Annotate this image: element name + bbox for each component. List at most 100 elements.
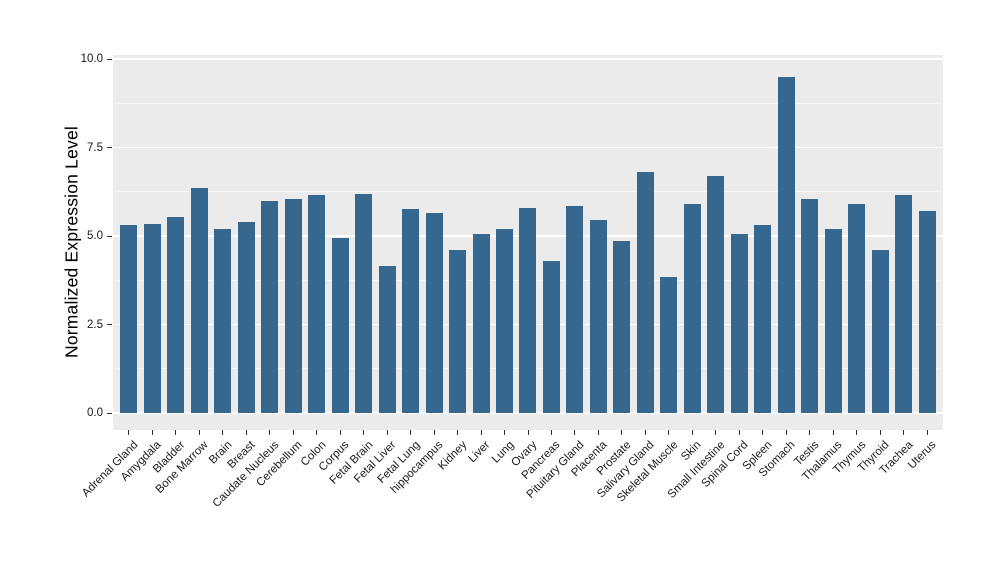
bar-slot [446,250,469,413]
bar-slot [258,200,281,413]
x-tick-mark [363,430,365,435]
bar-amygdala [143,223,161,413]
bar-slot [775,76,798,413]
minor-gridline [113,191,943,193]
bar-slot [117,225,140,413]
y-tick-label: 2.5 [87,318,103,331]
bar-fetal-liver [378,266,396,413]
bar-slot [681,204,704,413]
x-tick-mark [480,430,482,435]
bar-placenta [589,220,607,413]
y-tick-mark [107,235,112,237]
x-tick-mark [644,430,646,435]
x-tick-mark [762,430,764,435]
x-tick-mark [128,430,130,435]
y-tick-label: 7.5 [87,141,103,154]
bar-slot [187,188,210,413]
major-gridline [113,58,943,60]
x-axis-labels: Adrenal Gland Amygdala Bladder Bone Marrow B… [0,439,1000,579]
bar-slot [493,228,516,413]
x-tick-mark [785,430,787,435]
bar-slot [328,237,351,413]
x-tick-mark [668,430,670,435]
bar-slot [540,260,563,413]
y-tick-label: 10.0 [80,53,103,65]
bar-slot [516,207,539,413]
bar-small-intestine [707,175,725,413]
x-tick-mark [574,430,576,435]
x-tick-mark [715,430,717,435]
y-tick-mark [107,147,112,148]
x-tick-mark [879,430,881,435]
x-tick-mark [198,430,200,435]
bar-slot [798,198,821,413]
bar-slot [845,204,868,413]
x-tick-mark [386,430,388,435]
x-tick-mark [433,430,435,435]
x-tick-label: Liver [466,439,493,466]
bar-slot [915,211,938,413]
x-tick-mark [457,430,459,435]
x-tick-mark [738,430,740,435]
bar-slot [892,195,915,413]
y-tick-label: 0.0 [87,407,103,419]
x-tick-mark [903,430,905,435]
bar-fetal-brain [355,193,373,413]
x-tick-mark [809,430,811,435]
bar-cerebellum [284,198,302,413]
bar-spleen [754,225,772,413]
bar-caudate-nucleus [261,200,279,413]
bar-uterus [918,211,936,413]
bar-trachea [895,195,913,413]
x-tick-mark [222,430,224,435]
bar-skin [683,204,701,413]
bar-slot [822,228,845,413]
bar-colon [308,195,326,413]
bar-slot [587,220,610,413]
bar-slot [234,221,257,413]
x-tick-mark [339,430,341,435]
chart-panel [113,55,943,430]
x-tick-mark [316,430,318,435]
bar-slot [305,195,328,413]
bar-adrenal-gland [120,225,138,413]
y-tick-mark [107,324,112,325]
bar-salivary-gland [636,172,654,413]
x-tick-mark [410,430,412,435]
bar-spinal-cord [730,234,748,413]
y-tick-mark [107,412,112,414]
bar-slot [140,223,163,413]
x-tick-mark [245,430,247,435]
bar-kidney [449,250,467,413]
x-tick-mark [527,430,529,435]
bar-slot [657,276,680,413]
x-tick-mark [292,430,294,435]
bar-slot [422,213,445,413]
y-axis-title: Normalized Expression Level [61,125,82,359]
bar-testis [801,198,819,413]
bar-slot [869,250,892,413]
bar-breast [237,221,255,413]
bar-pancreas [542,260,560,413]
x-tick-mark [269,430,271,435]
bar-slot [704,175,727,413]
x-tick-mark [550,430,552,435]
y-tick-mark [107,58,112,60]
bar-skeletal-muscle [660,276,678,413]
x-tick-mark [856,430,858,435]
bar-slot [563,205,586,413]
x-tick-mark [175,430,177,435]
bar-prostate [613,241,631,413]
bar-slot [399,209,422,413]
bar-thyroid [871,250,889,413]
x-tick-mark [926,430,928,435]
bar-thymus [848,204,866,413]
bar-stomach [777,76,795,413]
bar-brain [214,228,232,413]
bar-slot [375,266,398,413]
minor-gridline [113,102,943,104]
bar-slot [610,241,633,413]
bar-bone-marrow [190,188,208,413]
x-tick-mark [504,430,505,435]
